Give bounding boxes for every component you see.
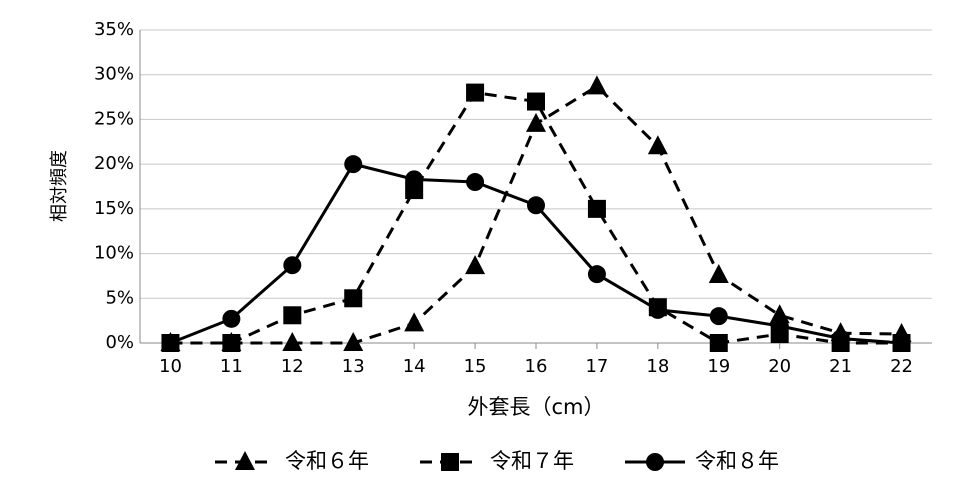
- legend-item: 令和８年: [625, 449, 779, 473]
- y-tick-label: 15%: [94, 198, 134, 219]
- x-tick-label: 11: [220, 356, 243, 377]
- x-tick-label: 18: [646, 356, 669, 377]
- data-point: [222, 334, 241, 352]
- data-point: [527, 196, 545, 215]
- data-point: [283, 256, 302, 275]
- x-tick-label: 14: [403, 356, 426, 377]
- data-point: [344, 289, 363, 308]
- data-point: [526, 112, 546, 132]
- x-tick-label: 22: [890, 356, 913, 377]
- x-tick-label: 21: [829, 356, 852, 377]
- legend-label: 令和６年: [285, 449, 369, 473]
- data-point: [404, 312, 425, 332]
- x-tick-label: 16: [525, 356, 548, 377]
- data-point: [709, 307, 728, 326]
- y-tick-label: 35%: [94, 19, 134, 40]
- data-point: [343, 332, 364, 351]
- x-tick-label: 13: [342, 356, 365, 377]
- y-tick-label: 0%: [105, 332, 134, 353]
- data-point: [647, 135, 668, 155]
- data-point: [344, 155, 363, 174]
- data-point: [466, 83, 485, 102]
- legend-item: 令和７年: [420, 449, 574, 473]
- y-tick-label: 5%: [105, 287, 134, 308]
- data-point: [831, 329, 850, 348]
- legend-label: 令和７年: [490, 449, 574, 473]
- data-point: [587, 199, 606, 218]
- y-tick-label: 20%: [94, 153, 134, 174]
- data-point: [648, 300, 667, 319]
- legend-label: 令和８年: [695, 449, 779, 473]
- data-point: [405, 170, 424, 189]
- data-point: [161, 334, 180, 352]
- data-point: [770, 317, 789, 336]
- x-tick-label: 15: [464, 356, 487, 377]
- legend-item: 令和６年: [215, 449, 369, 473]
- data-point: [708, 264, 729, 284]
- y-tick-label: 25%: [94, 108, 134, 129]
- x-tick-label: 20: [768, 356, 791, 377]
- data-point: [282, 332, 303, 351]
- y-tick-label: 10%: [94, 243, 134, 264]
- x-tick-label: 10: [159, 356, 182, 377]
- data-point: [283, 306, 302, 325]
- data-point: [222, 309, 241, 328]
- data-point: [465, 255, 486, 275]
- y-tick-label: 30%: [94, 64, 134, 85]
- legend-marker: [235, 451, 255, 470]
- data-point: [892, 334, 911, 352]
- data-point: [586, 75, 607, 95]
- data-point: [466, 173, 485, 192]
- y-axis-label: 相対頻度: [49, 150, 70, 222]
- x-tick-label: 17: [585, 356, 608, 377]
- data-point: [587, 265, 606, 284]
- data-point: [709, 334, 728, 352]
- x-axis-label: 外套長（cm）: [467, 395, 604, 419]
- data-point: [527, 92, 545, 111]
- legend-marker: [441, 453, 459, 471]
- legend-marker: [646, 453, 664, 471]
- x-tick-label: 12: [281, 356, 304, 377]
- x-tick-label: 19: [707, 356, 730, 377]
